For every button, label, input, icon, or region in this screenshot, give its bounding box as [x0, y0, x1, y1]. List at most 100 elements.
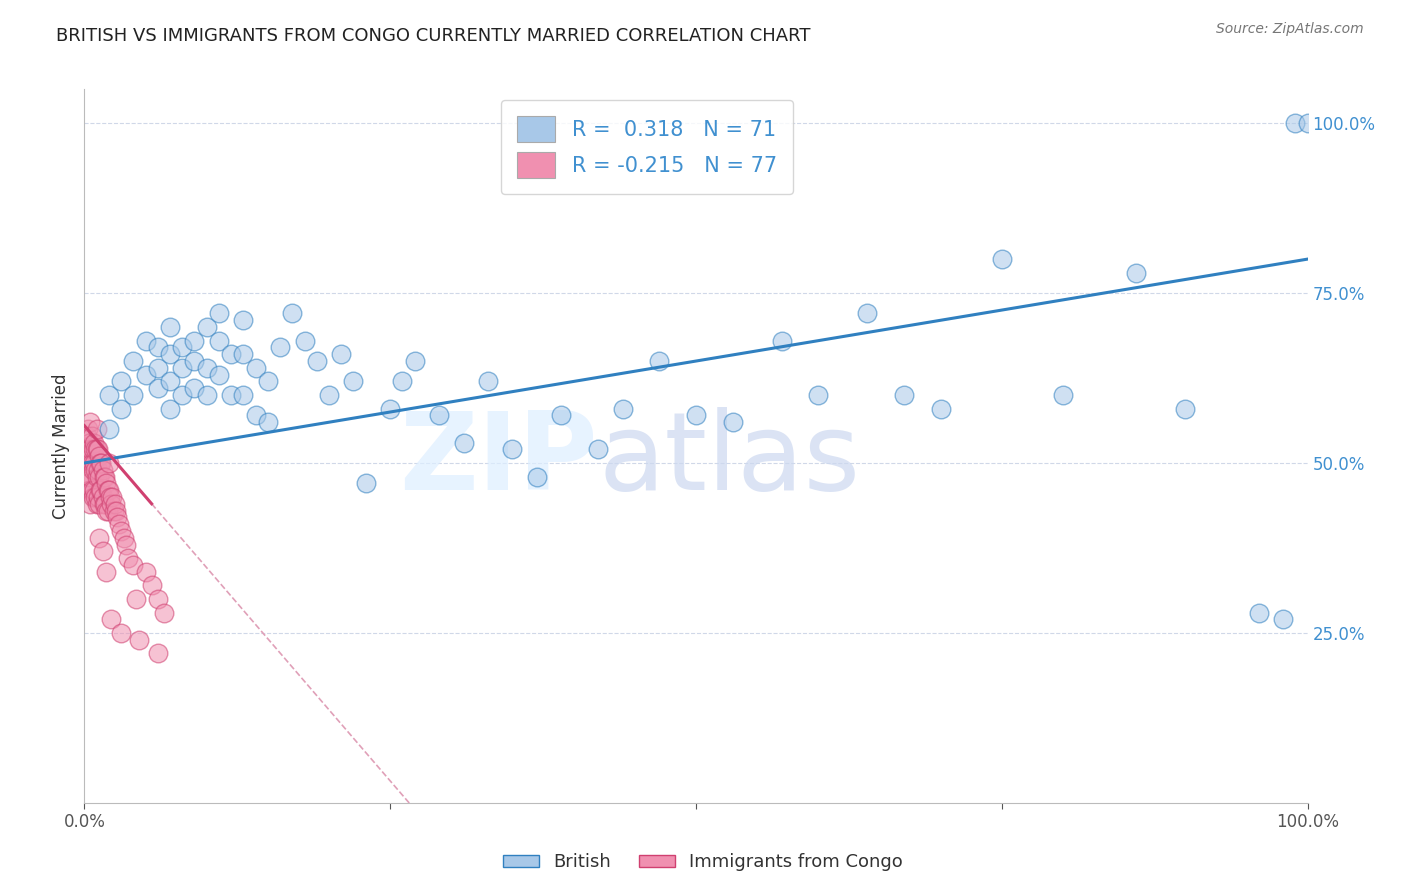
Point	[1125, 266, 1147, 280]
Point	[96, 476, 118, 491]
Point	[79, 469, 101, 483]
Point	[477, 375, 499, 389]
Point	[104, 497, 127, 511]
Point	[100, 497, 122, 511]
Point	[91, 490, 114, 504]
Point	[80, 456, 103, 470]
Point	[91, 544, 114, 558]
Point	[991, 252, 1014, 266]
Point	[153, 606, 176, 620]
Point	[89, 483, 111, 498]
Point	[159, 401, 181, 416]
Point	[354, 476, 377, 491]
Text: atlas: atlas	[598, 408, 860, 513]
Point	[82, 463, 104, 477]
Point	[97, 483, 120, 498]
Point	[80, 429, 103, 443]
Point	[586, 442, 609, 457]
Point	[208, 334, 231, 348]
Point	[115, 537, 138, 551]
Point	[183, 334, 205, 348]
Point	[87, 490, 110, 504]
Point	[195, 320, 218, 334]
Point	[79, 415, 101, 429]
Point	[97, 503, 120, 517]
Point	[117, 551, 139, 566]
Point	[208, 368, 231, 382]
Point	[135, 565, 157, 579]
Point	[87, 442, 110, 457]
Point	[146, 591, 169, 606]
Point	[135, 334, 157, 348]
Point	[172, 360, 194, 375]
Point	[146, 341, 169, 355]
Point	[380, 401, 402, 416]
Legend: British, Immigrants from Congo: British, Immigrants from Congo	[496, 847, 910, 879]
Point	[856, 306, 879, 320]
Point	[97, 422, 120, 436]
Point	[1296, 116, 1319, 130]
Point	[97, 388, 120, 402]
Point	[98, 490, 121, 504]
Point	[453, 435, 475, 450]
Point	[75, 442, 97, 457]
Point	[232, 347, 254, 361]
Point	[87, 463, 110, 477]
Point	[342, 375, 364, 389]
Point	[404, 354, 426, 368]
Legend: R =  0.318   N = 71, R = -0.215   N = 77: R = 0.318 N = 71, R = -0.215 N = 77	[501, 100, 793, 194]
Point	[83, 456, 105, 470]
Point	[96, 565, 118, 579]
Point	[86, 422, 108, 436]
Point	[77, 476, 100, 491]
Point	[97, 456, 120, 470]
Point	[1272, 612, 1295, 626]
Point	[110, 401, 132, 416]
Point	[195, 388, 218, 402]
Point	[183, 381, 205, 395]
Point	[90, 456, 112, 470]
Point	[318, 388, 340, 402]
Point	[77, 422, 100, 436]
Point	[103, 503, 125, 517]
Point	[159, 347, 181, 361]
Point	[80, 483, 103, 498]
Text: ZIP: ZIP	[399, 408, 598, 513]
Point	[1174, 401, 1197, 416]
Point	[146, 646, 169, 660]
Point	[112, 531, 135, 545]
Point	[89, 456, 111, 470]
Point	[159, 375, 181, 389]
Point	[84, 463, 107, 477]
Point	[721, 415, 744, 429]
Point	[172, 388, 194, 402]
Point	[612, 401, 634, 416]
Point	[770, 334, 793, 348]
Point	[135, 368, 157, 382]
Point	[232, 313, 254, 327]
Point	[84, 490, 107, 504]
Point	[93, 469, 115, 483]
Point	[83, 483, 105, 498]
Point	[83, 435, 105, 450]
Point	[86, 497, 108, 511]
Point	[526, 469, 548, 483]
Point	[159, 320, 181, 334]
Point	[86, 442, 108, 457]
Point	[391, 375, 413, 389]
Point	[84, 442, 107, 457]
Point	[183, 354, 205, 368]
Point	[77, 483, 100, 498]
Text: Source: ZipAtlas.com: Source: ZipAtlas.com	[1216, 22, 1364, 37]
Point	[87, 531, 110, 545]
Point	[330, 347, 353, 361]
Point	[294, 334, 316, 348]
Point	[257, 415, 280, 429]
Point	[122, 354, 145, 368]
Point	[82, 442, 104, 457]
Point	[77, 456, 100, 470]
Point	[1284, 116, 1306, 130]
Point	[929, 401, 952, 416]
Point	[281, 306, 304, 320]
Point	[427, 409, 450, 423]
